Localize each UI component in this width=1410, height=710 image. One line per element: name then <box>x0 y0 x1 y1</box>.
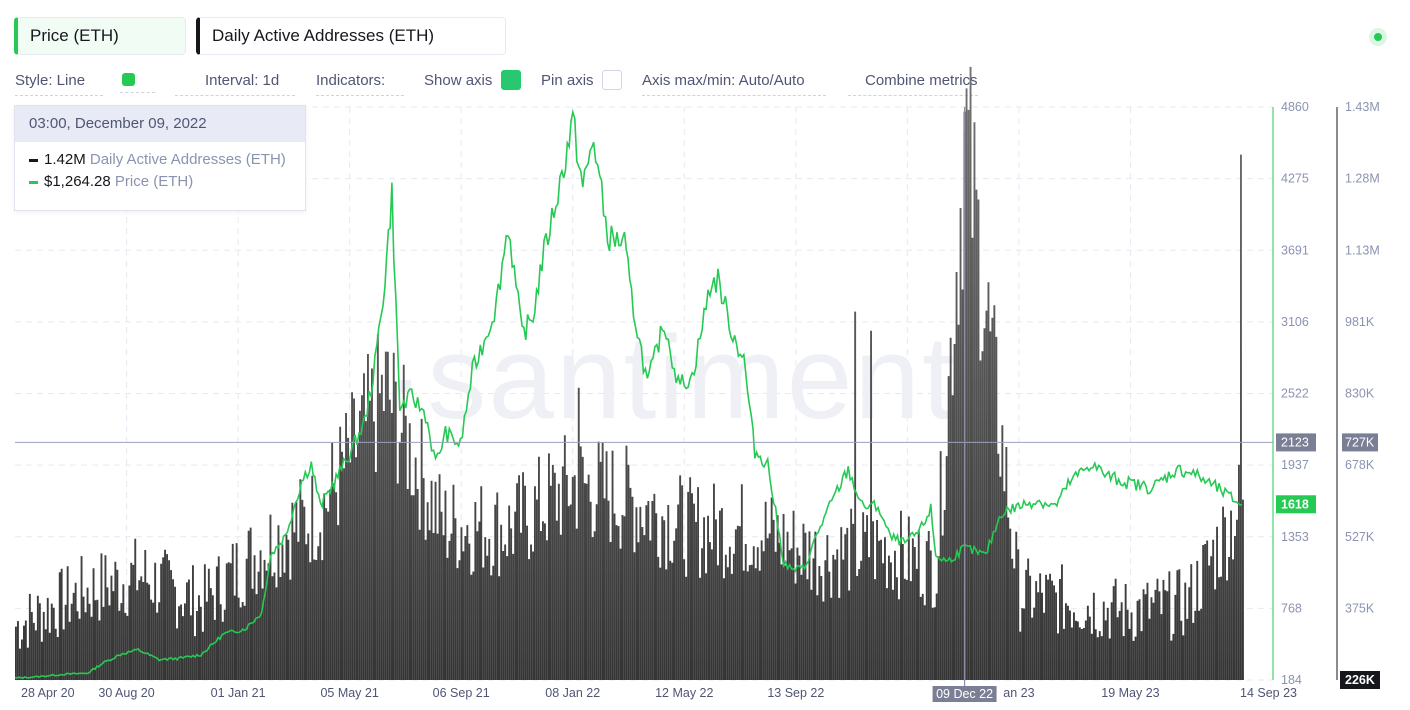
swatch-underline <box>120 92 155 93</box>
axis-layer: 28 Apr 20 30 Aug 20 01 Jan 21 05 May 21 06 S… <box>21 100 1380 700</box>
price-tick-label: 4860 <box>1281 100 1309 114</box>
tooltip-price-label: Price (ETH) <box>114 173 194 190</box>
santiment-watermark: ·santiment· <box>386 312 998 444</box>
daa-last-badge <box>1340 671 1380 689</box>
axis-minmax-selector[interactable]: Axis max/min: Auto/Auto <box>642 72 826 96</box>
tooltip-daa-row: 1.42M Daily Active Addresses (ETH) <box>15 149 305 171</box>
daa-crosshair-badge <box>1342 433 1378 452</box>
tooltip-daa-label: Daily Active Addresses (ETH) <box>89 151 286 168</box>
x-tick-label: 28 Apr 20 <box>21 686 75 700</box>
price-tick-label: 184 <box>1281 673 1302 687</box>
price-tick-label: 4275 <box>1281 172 1309 186</box>
daa-tick-label: 1.28M <box>1345 172 1380 186</box>
daa-tick-label: 678K <box>1345 458 1375 472</box>
price-tick-label: 3106 <box>1281 315 1309 329</box>
combine-metrics-button[interactable]: Combine metrics <box>848 72 978 96</box>
live-status-dot <box>1369 28 1387 46</box>
daa-bar-shapes <box>15 66 1244 680</box>
x-tick-label: 30 Aug 20 <box>98 686 154 700</box>
daa-tick-label: 527K <box>1345 530 1375 544</box>
show-axis-checkbox[interactable] <box>501 70 521 90</box>
daa-last-label: 226K <box>1345 673 1375 687</box>
price-crosshair-label: 2123 <box>1281 435 1309 449</box>
price-tick-label: 768 <box>1281 601 1302 615</box>
x-tick-label: 12 May 22 <box>655 686 713 700</box>
x-tick-label: 13 Sep 22 <box>767 686 824 700</box>
x-tick-label: 01 Jan 21 <box>211 686 266 700</box>
x-tick-label: an 23 <box>1003 686 1034 700</box>
price-marker <box>29 180 38 184</box>
price-crosshair-badge <box>1276 433 1316 452</box>
price-tick-label: 1353 <box>1281 530 1309 544</box>
show-axis-label: Show axis <box>424 72 493 89</box>
x-tick-label: 14 Sep 23 <box>1240 686 1297 700</box>
indicators-selector[interactable]: Indicators: <box>316 72 404 96</box>
pin-axis-label: Pin axis <box>541 72 594 89</box>
x-tick-label: 06 Sep 21 <box>433 686 490 700</box>
tooltip-date: 03:00, December 09, 2022 <box>15 106 305 142</box>
price-last-badge <box>1276 495 1316 514</box>
x-tick-label: 05 May 21 <box>320 686 378 700</box>
daa-tick-label: 981K <box>1345 315 1375 329</box>
style-selector[interactable]: Style: Line <box>15 72 103 96</box>
price-last-label: 1618 <box>1281 497 1309 511</box>
price-tick-label: 3691 <box>1281 243 1309 257</box>
daa-metric-tab[interactable]: Daily Active Addresses (ETH) <box>196 17 506 55</box>
x-tick-label: 19 May 23 <box>1101 686 1159 700</box>
daa-tick-label: 1.43M <box>1345 100 1380 114</box>
daa-tick-label: 375K <box>1345 601 1375 615</box>
daa-tick-label: 1.13M <box>1345 243 1380 257</box>
line-color-swatch[interactable] <box>122 73 135 86</box>
daa-tick-label: 830K <box>1345 387 1375 401</box>
date-crosshair-label: 09 Dec 22 <box>936 687 993 701</box>
tooltip-daa-value: 1.42M <box>44 151 86 168</box>
date-crosshair-badge <box>932 686 997 702</box>
daa-marker <box>29 158 38 162</box>
price-tick-label: 1937 <box>1281 458 1309 472</box>
x-tick-label: 08 Jan 22 <box>545 686 600 700</box>
price-metric-tab[interactable]: Price (ETH) <box>14 17 186 55</box>
price-line <box>14 109 1243 680</box>
crosshair-layer: 2123 727K 1618 226K 09 Dec 22 <box>15 107 1380 702</box>
tooltip-price-value: $1,264.28 <box>44 173 111 190</box>
pin-axis-checkbox[interactable] <box>602 70 622 90</box>
tooltip-price-row: $1,264.28 Price (ETH) <box>15 171 305 193</box>
price-tick-label: 2522 <box>1281 387 1309 401</box>
daa-crosshair-label: 727K <box>1345 435 1375 449</box>
interval-selector[interactable]: Interval: 1d <box>175 72 295 96</box>
chart-tooltip: 03:00, December 09, 2022 1.42M Daily Act… <box>14 105 306 211</box>
